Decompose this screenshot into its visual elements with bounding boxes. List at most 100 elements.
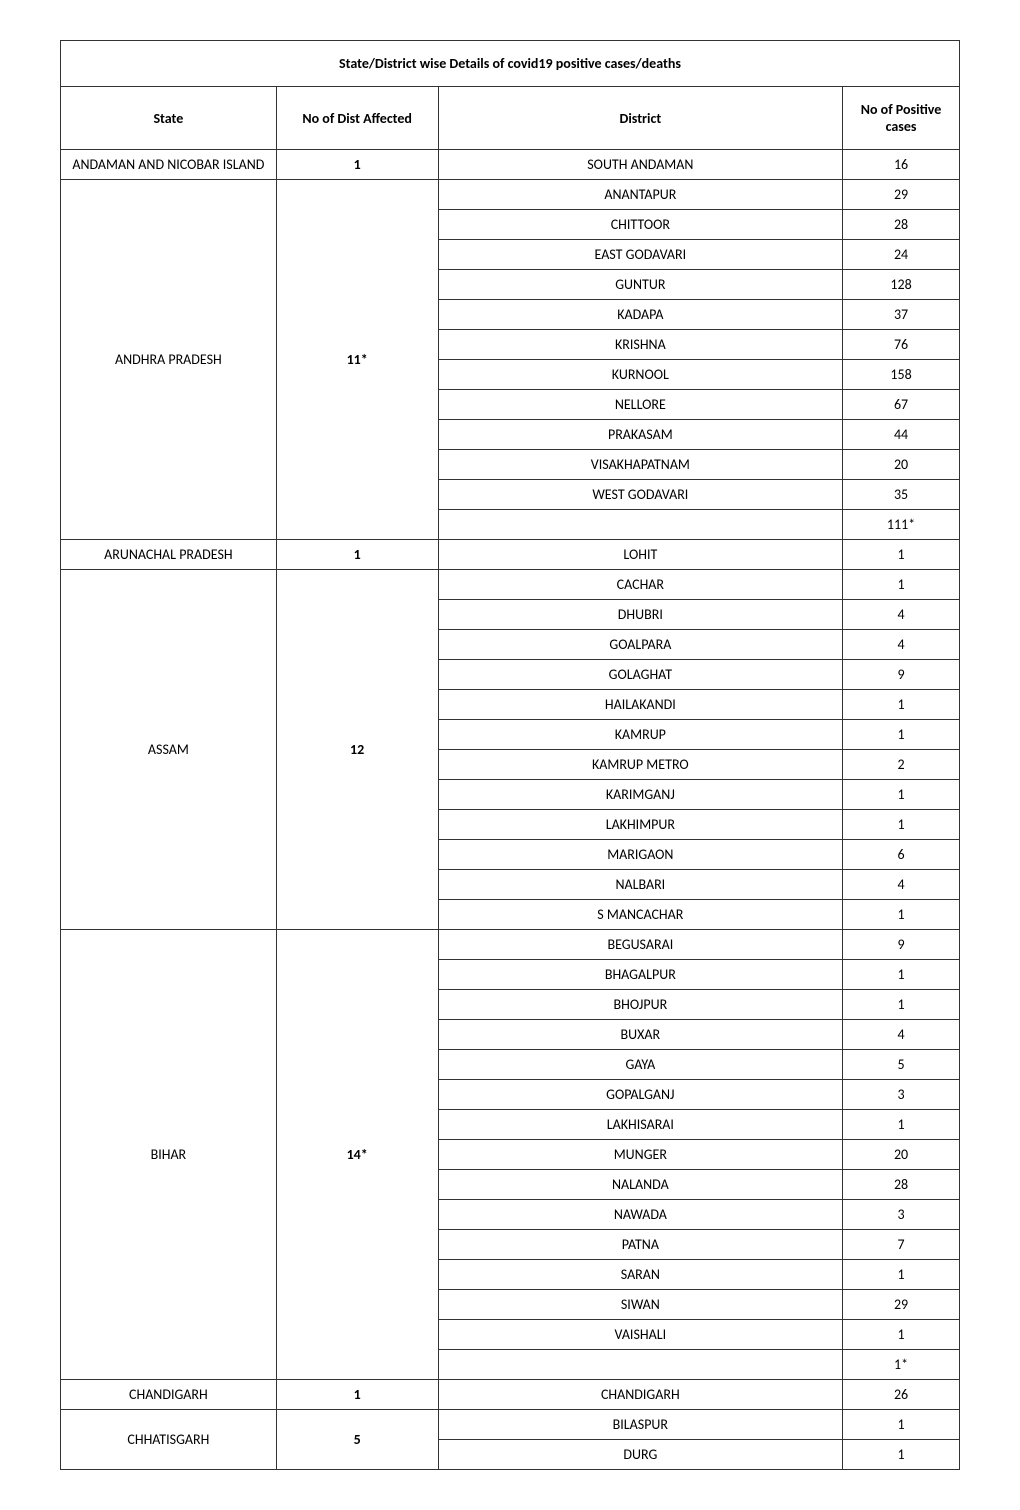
table-row: ARUNACHAL PRADESH1LOHIT1 [61, 540, 960, 570]
table-title: State/District wise Details of covid19 p… [61, 41, 960, 87]
cases-cell: 1 [843, 570, 960, 600]
cases-cell: 7 [843, 1230, 960, 1260]
district-cell: MUNGER [438, 1140, 843, 1170]
cases-cell: 4 [843, 630, 960, 660]
title-row: State/District wise Details of covid19 p… [61, 41, 960, 87]
dist-count-cell: 14* [276, 930, 438, 1380]
district-cell: KAMRUP METRO [438, 750, 843, 780]
district-cell: GOLAGHAT [438, 660, 843, 690]
table-row: ANDAMAN AND NICOBAR ISLAND1SOUTH ANDAMAN… [61, 150, 960, 180]
cases-cell: 3 [843, 1200, 960, 1230]
cases-cell: 1 [843, 1410, 960, 1440]
header-state: State [61, 87, 277, 150]
district-cell: LAKHIMPUR [438, 810, 843, 840]
district-cell [438, 1350, 843, 1380]
district-cell: KRISHNA [438, 330, 843, 360]
district-cell: NAWADA [438, 1200, 843, 1230]
cases-cell: 44 [843, 420, 960, 450]
page-container: State/District wise Details of covid19 p… [60, 40, 960, 1470]
district-cell: BHAGALPUR [438, 960, 843, 990]
state-cell: ANDHRA PRADESH [61, 180, 277, 540]
cases-cell: 67 [843, 390, 960, 420]
district-cell: NALANDA [438, 1170, 843, 1200]
district-cell: SOUTH ANDAMAN [438, 150, 843, 180]
cases-cell: 16 [843, 150, 960, 180]
table-row: CHHATISGARH5BILASPUR1 [61, 1410, 960, 1440]
cases-cell: 76 [843, 330, 960, 360]
dist-count-cell: 5 [276, 1410, 438, 1470]
cases-cell: 3 [843, 1080, 960, 1110]
district-cell: BILASPUR [438, 1410, 843, 1440]
district-cell: BUXAR [438, 1020, 843, 1050]
covid-table: State/District wise Details of covid19 p… [60, 40, 960, 1470]
district-cell: KURNOOL [438, 360, 843, 390]
district-cell: BEGUSARAI [438, 930, 843, 960]
district-cell: EAST GODAVARI [438, 240, 843, 270]
district-cell [438, 510, 843, 540]
cases-cell: 4 [843, 870, 960, 900]
cases-cell: 28 [843, 210, 960, 240]
cases-cell: 1 [843, 990, 960, 1020]
cases-cell: 1 [843, 690, 960, 720]
header-district: District [438, 87, 843, 150]
cases-cell: 1 [843, 1110, 960, 1140]
state-cell: ASSAM [61, 570, 277, 930]
cases-cell: 6 [843, 840, 960, 870]
table-row: ANDHRA PRADESH11*ANANTAPUR29 [61, 180, 960, 210]
dist-count-cell: 12 [276, 570, 438, 930]
district-cell: CHITTOOR [438, 210, 843, 240]
state-cell: ARUNACHAL PRADESH [61, 540, 277, 570]
table-row: CHANDIGARH1CHANDIGARH26 [61, 1380, 960, 1410]
district-cell: PRAKASAM [438, 420, 843, 450]
cases-cell: 20 [843, 450, 960, 480]
cases-cell: 9 [843, 930, 960, 960]
district-cell: S MANCACHAR [438, 900, 843, 930]
cases-cell: 1* [843, 1350, 960, 1380]
cases-cell: 1 [843, 1440, 960, 1470]
cases-cell: 1 [843, 960, 960, 990]
district-cell: NELLORE [438, 390, 843, 420]
district-cell: PATNA [438, 1230, 843, 1260]
cases-cell: 128 [843, 270, 960, 300]
district-cell: GOALPARA [438, 630, 843, 660]
cases-cell: 4 [843, 600, 960, 630]
cases-cell: 26 [843, 1380, 960, 1410]
cases-cell: 158 [843, 360, 960, 390]
cases-cell: 111* [843, 510, 960, 540]
cases-cell: 29 [843, 180, 960, 210]
district-cell: KARIMGANJ [438, 780, 843, 810]
cases-cell: 29 [843, 1290, 960, 1320]
state-cell: CHHATISGARH [61, 1410, 277, 1470]
table-row: ASSAM12CACHAR1 [61, 570, 960, 600]
district-cell: LOHIT [438, 540, 843, 570]
table-row: BIHAR14*BEGUSARAI9 [61, 930, 960, 960]
district-cell: VISAKHAPATNAM [438, 450, 843, 480]
cases-cell: 5 [843, 1050, 960, 1080]
cases-cell: 2 [843, 750, 960, 780]
state-cell: ANDAMAN AND NICOBAR ISLAND [61, 150, 277, 180]
cases-cell: 1 [843, 900, 960, 930]
cases-cell: 1 [843, 810, 960, 840]
cases-cell: 20 [843, 1140, 960, 1170]
district-cell: NALBARI [438, 870, 843, 900]
district-cell: SARAN [438, 1260, 843, 1290]
district-cell: WEST GODAVARI [438, 480, 843, 510]
district-cell: GOPALGANJ [438, 1080, 843, 1110]
cases-cell: 37 [843, 300, 960, 330]
cases-cell: 9 [843, 660, 960, 690]
dist-count-cell: 1 [276, 150, 438, 180]
district-cell: ANANTAPUR [438, 180, 843, 210]
district-cell: DURG [438, 1440, 843, 1470]
district-cell: HAILAKANDI [438, 690, 843, 720]
cases-cell: 28 [843, 1170, 960, 1200]
district-cell: LAKHISARAI [438, 1110, 843, 1140]
district-cell: BHOJPUR [438, 990, 843, 1020]
district-cell: CACHAR [438, 570, 843, 600]
state-cell: CHANDIGARH [61, 1380, 277, 1410]
district-cell: KAMRUP [438, 720, 843, 750]
cases-cell: 1 [843, 1320, 960, 1350]
dist-count-cell: 1 [276, 540, 438, 570]
district-cell: VAISHALI [438, 1320, 843, 1350]
district-cell: GAYA [438, 1050, 843, 1080]
cases-cell: 4 [843, 1020, 960, 1050]
